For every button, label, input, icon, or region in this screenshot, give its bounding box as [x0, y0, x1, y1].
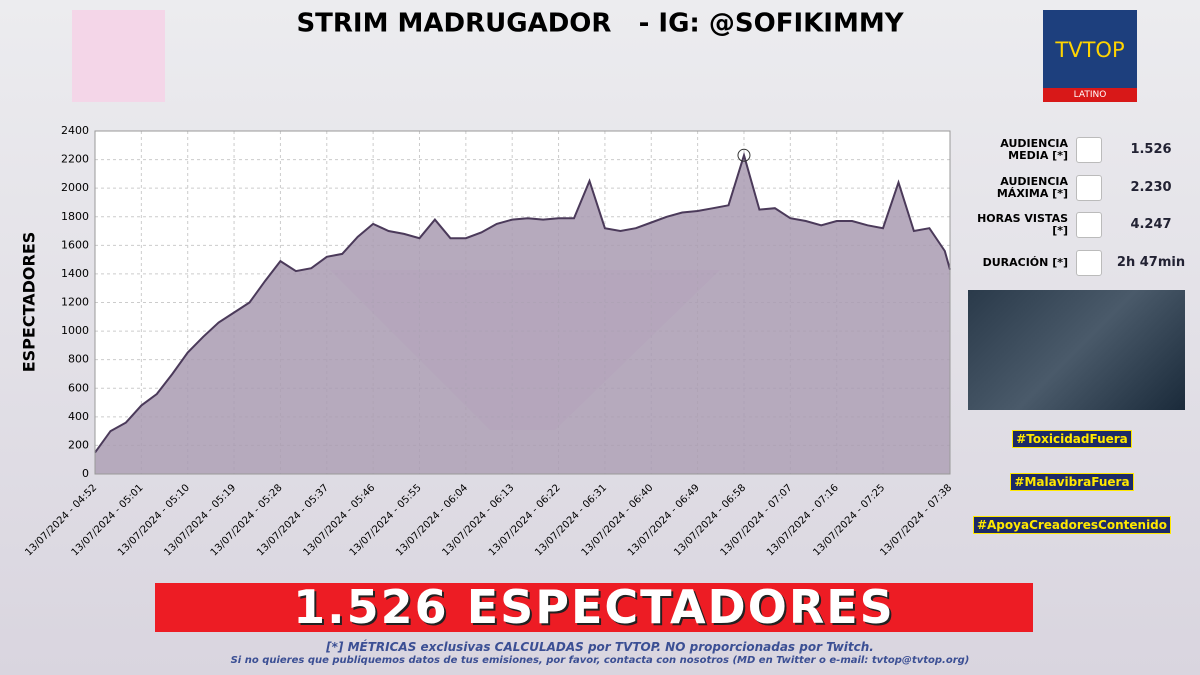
stat-row: AUDIENCIA MÁXIMA [*] 2.230 [960, 173, 1200, 203]
footer-1: [*] MÉTRICAS exclusivas CALCULADAS por T… [326, 640, 874, 654]
y-tick-label: 1000 [61, 324, 89, 337]
x-tick-label: 13/07/2024 - 07:38 [878, 482, 954, 558]
stat-value: 4.247 [1130, 217, 1172, 232]
area-line [94, 151, 951, 454]
y-tick-label: 2400 [61, 124, 89, 137]
y-tick-label: 1800 [61, 210, 89, 223]
hashtag: #ApoyaCreadoresContenido [972, 516, 1172, 534]
stat-icon [1076, 137, 1102, 163]
stat-row: DURACIÓN [*] 2h 47min [960, 248, 1200, 278]
logo-name: TVTOP [1055, 38, 1125, 62]
y-tick-label: 600 [68, 381, 89, 394]
y-tick-label: 2000 [61, 181, 89, 194]
hashtag-row: #ToxicidadFuera [972, 428, 1172, 448]
plot-border [94, 130, 951, 475]
hashtag-row: #ApoyaCreadoresContenido [972, 514, 1172, 534]
stat-value: 1.526 [1130, 142, 1172, 157]
y-tick-label: 2200 [61, 153, 89, 166]
chart-title: STRIM MADRUGADOR - IG: @SOFIKIMMY [296, 9, 904, 39]
avatar [72, 10, 165, 102]
stat-icon [1076, 212, 1102, 238]
stat-icon [1076, 249, 1102, 276]
stat-label: HORAS VISTAS [*] [977, 212, 1068, 237]
banner: 1.526 ESPECTADORES [155, 583, 1033, 632]
peak-marker [737, 148, 751, 162]
footer-2: Si no quieres que publiquemos datos de t… [230, 655, 970, 666]
logo-region: LATINO [1043, 88, 1137, 102]
hashtag: #ToxicidadFuera [1012, 430, 1132, 448]
stat-label: DURACIÓN [*] [982, 255, 1068, 269]
stat-row: AUDIENCIA MEDIA [*] 1.526 [960, 135, 1200, 165]
hashtag: #MalavibraFuera [1010, 473, 1134, 491]
stat-icon [1076, 174, 1102, 201]
stat-value: 2.230 [1130, 179, 1172, 195]
stat-label: AUDIENCIA MÁXIMA [*] [996, 174, 1068, 200]
stat-label: AUDIENCIA MEDIA [*] [1000, 137, 1068, 162]
y-tick-label: 200 [68, 438, 89, 451]
stat-row: HORAS VISTAS [*] 4.247 [960, 210, 1200, 240]
y-axis-label: ESPECTADORES [20, 232, 39, 373]
y-tick-label: 1400 [61, 267, 89, 280]
y-tick-label: 800 [68, 353, 89, 366]
y-tick-label: 1200 [61, 296, 89, 309]
chart: STRIM MADRUGADOR - IG: @SOFIKIMMY ESPECT… [20, 9, 955, 559]
stat-value: 2h 47min [1116, 254, 1186, 270]
y-tick-label: 400 [68, 410, 89, 423]
y-tick-label: 0 [82, 467, 89, 480]
banner-text: 1.526 ESPECTADORES [293, 580, 895, 634]
game-screenshot [968, 290, 1185, 410]
area-fill [95, 155, 950, 475]
logo: TVTOP LATINO [1043, 10, 1137, 102]
hashtag-row: #MalavibraFuera [972, 471, 1172, 491]
y-tick-label: 1600 [61, 238, 89, 251]
